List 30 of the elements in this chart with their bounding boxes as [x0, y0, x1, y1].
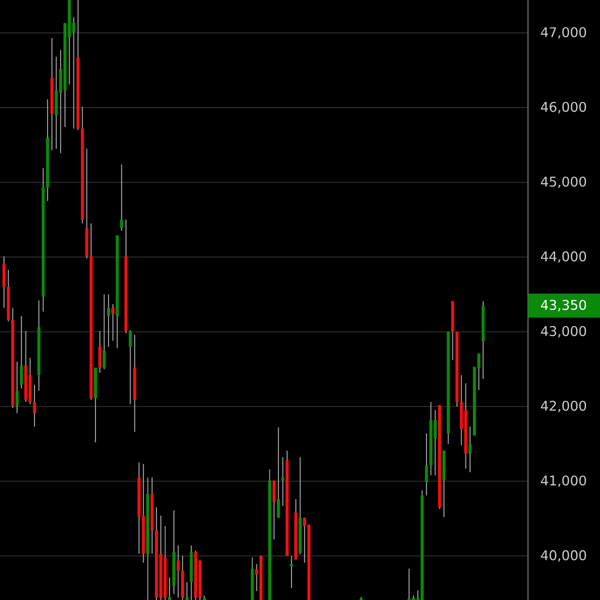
- y-tick-label: 40,000: [540, 550, 586, 562]
- y-tick-label: 44,000: [540, 251, 586, 263]
- candlestick: [128, 330, 132, 405]
- candlestick: [185, 582, 188, 600]
- y-tick-label: 43,000: [540, 326, 586, 338]
- text: 43,350: [540, 300, 586, 312]
- candlestick: [107, 294, 110, 348]
- candlestick: [2, 256, 6, 308]
- y-tick-label: 47,000: [540, 27, 586, 39]
- candlestick: [281, 456, 284, 506]
- candlestick: [272, 480, 276, 540]
- candlestick: [20, 316, 23, 390]
- candlestick: [276, 426, 280, 518]
- candlestick: [111, 304, 114, 342]
- candlestick: [468, 426, 472, 473]
- y-tick-label: 42,000: [540, 400, 586, 412]
- candlestick: [408, 568, 411, 600]
- y-tick-label: 46,000: [540, 102, 586, 114]
- candlestick: [102, 294, 106, 370]
- candlestick: [290, 555, 294, 589]
- y-tick-label: 41,000: [540, 475, 586, 487]
- candlestick: [168, 577, 172, 600]
- candlestick: [424, 432, 428, 496]
- y-tick-label: 45,000: [540, 176, 586, 188]
- candlestick: [98, 330, 102, 374]
- candlestick: [120, 164, 124, 232]
- candlestick: [176, 544, 180, 598]
- candlestick: [434, 410, 437, 476]
- candlestick: [16, 361, 19, 414]
- candlestick: [32, 384, 36, 428]
